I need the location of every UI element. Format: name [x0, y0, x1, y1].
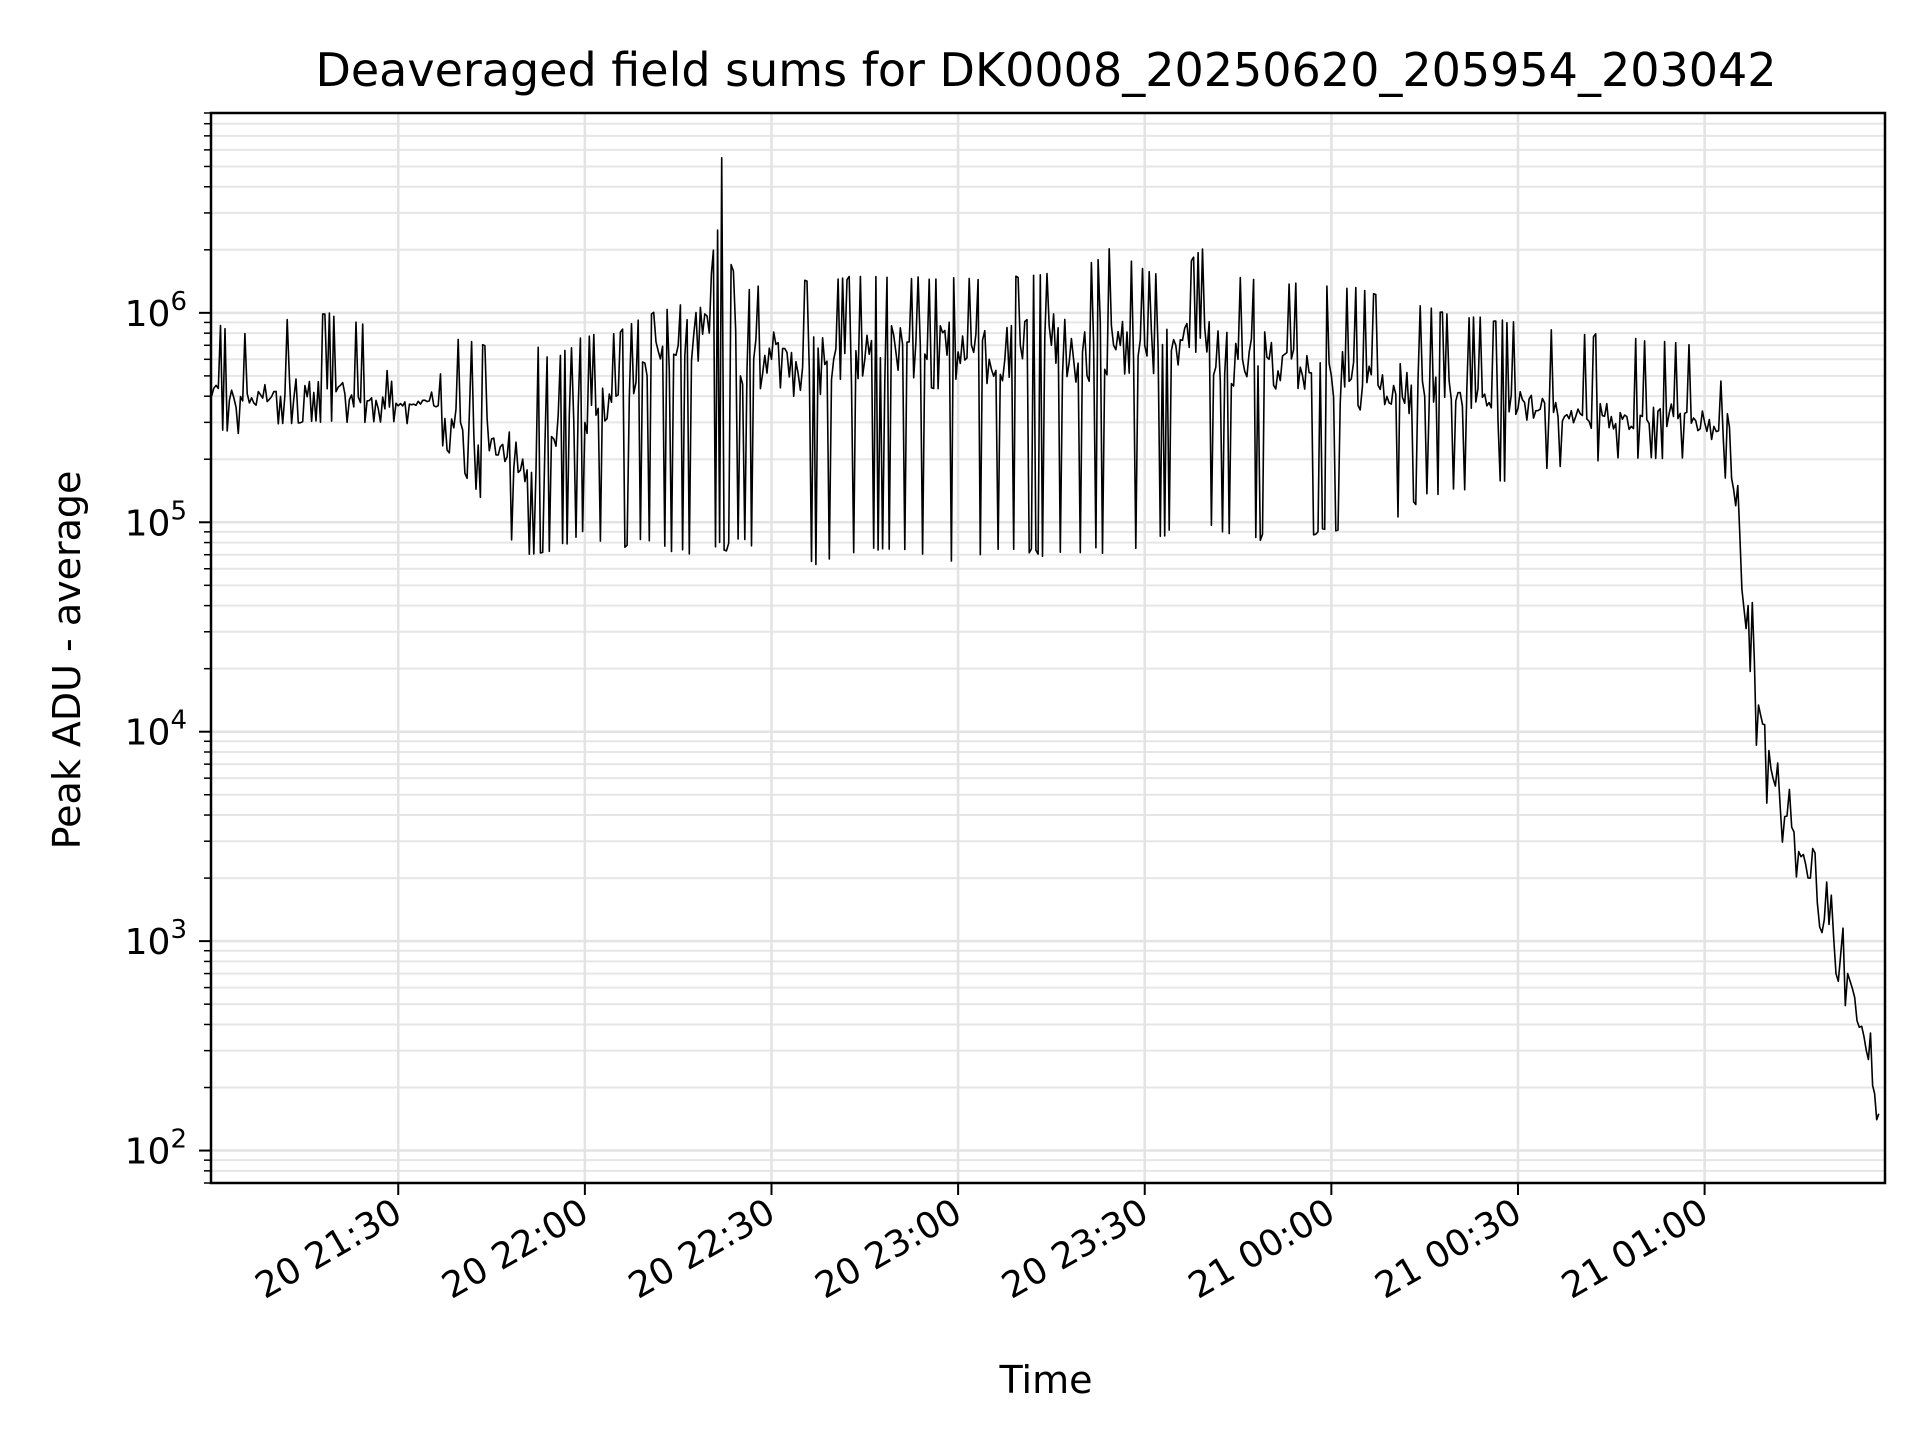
y-tick-label-base: 10	[125, 294, 171, 335]
x-axis-title: Time	[999, 1358, 1093, 1402]
y-tick-label: 104	[125, 706, 187, 754]
series-layer	[210, 157, 1880, 1121]
y-tick-label-base: 10	[125, 1132, 171, 1173]
y-tick-label: 103	[125, 915, 187, 963]
y-tick-label-base: 10	[125, 713, 171, 754]
y-tick-label-exponent: 2	[170, 1125, 187, 1155]
data-series-line	[210, 157, 1880, 1121]
y-tick-label-exponent: 5	[170, 496, 187, 526]
y-axis-title: Peak ADU - average	[45, 471, 89, 850]
y-tick-label-base: 10	[125, 503, 171, 544]
y-tick-label-exponent: 3	[170, 915, 187, 945]
y-tick-label: 102	[125, 1125, 187, 1173]
plot-frame	[209, 111, 1887, 1185]
y-tick-label: 105	[125, 496, 187, 544]
y-tick-label: 106	[125, 287, 187, 335]
y-tick-label-exponent: 4	[170, 706, 187, 736]
chart-title: Deaveraged field sums for DK0008_2025062…	[315, 43, 1776, 97]
y-tick-label-exponent: 6	[170, 287, 187, 317]
y-tick-label-base: 10	[125, 922, 171, 963]
